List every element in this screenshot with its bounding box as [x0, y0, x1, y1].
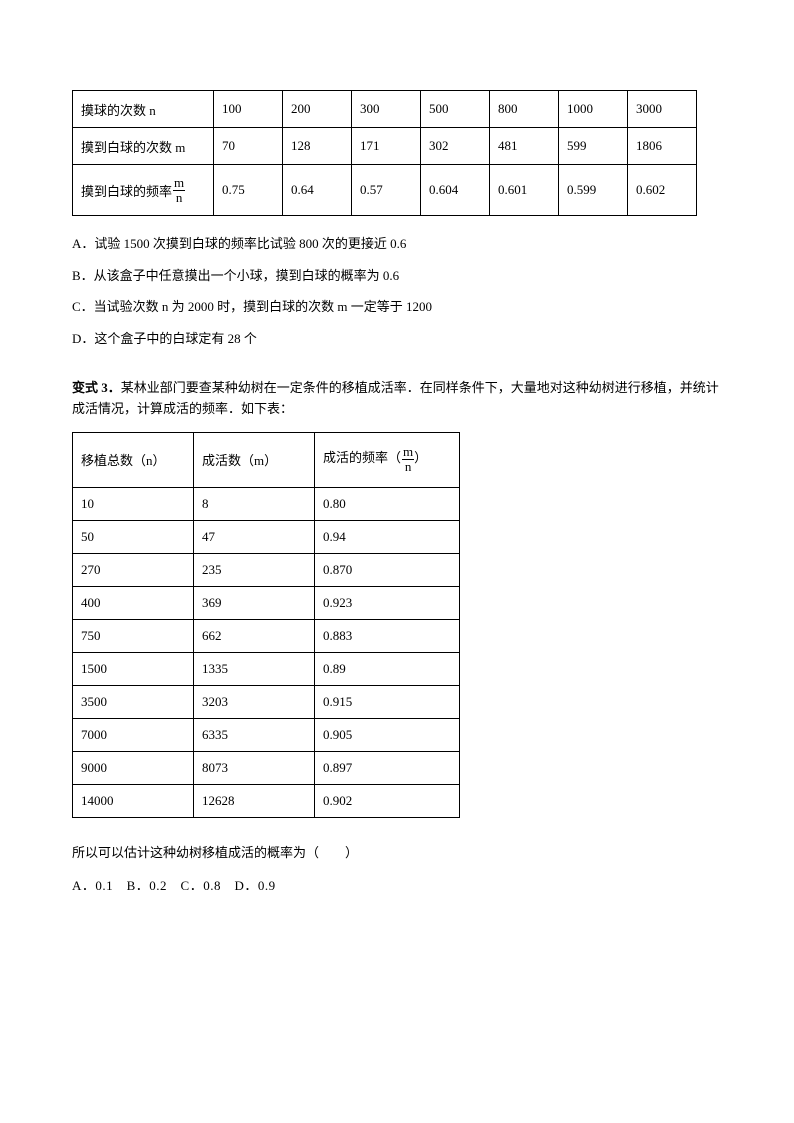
t2-r3-b: 369: [194, 586, 315, 619]
ball-frequency-table: 摸球的次数 n 100 200 300 500 800 1000 3000 摸到…: [72, 90, 697, 216]
option-d: D．这个盒子中的白球定有 28 个: [72, 329, 722, 349]
t1-r3-c6: 0.599: [559, 165, 628, 216]
frac-num: m: [173, 176, 185, 191]
variant3-text: 某林业部门要查某种幼树在一定条件的移植成活率．在同样条件下，大量地对这种幼树进行…: [72, 380, 719, 416]
frac-den: n: [402, 460, 414, 474]
variant3-title: 变式 3．某林业部门要查某种幼树在一定条件的移植成活率．在同样条件下，大量地对这…: [72, 378, 722, 420]
table-row: 9000 8073 0.897: [73, 751, 460, 784]
t1-row1-label: 摸球的次数 n: [73, 91, 214, 128]
t2-r2-c: 0.870: [315, 553, 460, 586]
table-row: 14000 12628 0.902: [73, 784, 460, 817]
t1-row3-label-text: 摸到白球的频率: [81, 181, 172, 200]
t1-r2-c2: 128: [283, 128, 352, 165]
t2-r1-c: 0.94: [315, 520, 460, 553]
t1-r1-c6: 1000: [559, 91, 628, 128]
table-row: 50 47 0.94: [73, 520, 460, 553]
t2-r1-a: 50: [73, 520, 194, 553]
conclusion-text: 所以可以估计这种幼树移植成活的概率为（ ）: [72, 842, 722, 861]
table-row: 400 369 0.923: [73, 586, 460, 619]
t1-r1-c7: 3000: [628, 91, 697, 128]
t1-r2-c7: 1806: [628, 128, 697, 165]
t2-r8-a: 9000: [73, 751, 194, 784]
choices-line: A．0.1 B．0.2 C．0.8 D．0.9: [72, 875, 722, 894]
t2-r7-c: 0.905: [315, 718, 460, 751]
t2-r5-b: 1335: [194, 652, 315, 685]
t2-r6-b: 3203: [194, 685, 315, 718]
t2-r8-c: 0.897: [315, 751, 460, 784]
option-b: B．从该盒子中任意摸出一个小球，摸到白球的概率为 0.6: [72, 266, 722, 286]
t1-r1-c3: 300: [352, 91, 421, 128]
t2-r0-c: 0.80: [315, 487, 460, 520]
table-row: 270 235 0.870: [73, 553, 460, 586]
t2-r2-a: 270: [73, 553, 194, 586]
t1-r2-c1: 70: [214, 128, 283, 165]
frac-den: n: [173, 191, 185, 205]
t1-r1-c2: 200: [283, 91, 352, 128]
t2-r4-b: 662: [194, 619, 315, 652]
t1-r3-c4: 0.604: [421, 165, 490, 216]
t1-r1-c5: 800: [490, 91, 559, 128]
t2-r7-a: 7000: [73, 718, 194, 751]
table-row: 750 662 0.883: [73, 619, 460, 652]
t2-head-a: 移植总数（n）: [73, 432, 194, 487]
option-c: C．当试验次数 n 为 2000 时，摸到白球的次数 m 一定等于 1200: [72, 297, 722, 317]
t1-row2-label: 摸到白球的次数 m: [73, 128, 214, 165]
table-row: 10 8 0.80: [73, 487, 460, 520]
t2-r9-b: 12628: [194, 784, 315, 817]
t2-r9-c: 0.902: [315, 784, 460, 817]
t1-r2-c6: 599: [559, 128, 628, 165]
t2-head-c-suffix: ）: [414, 451, 427, 466]
t2-r8-b: 8073: [194, 751, 315, 784]
fraction-icon: mn: [173, 176, 185, 204]
t2-r3-c: 0.923: [315, 586, 460, 619]
t2-r6-c: 0.915: [315, 685, 460, 718]
t1-r1-c1: 100: [214, 91, 283, 128]
t1-r3-c1: 0.75: [214, 165, 283, 216]
t2-r5-a: 1500: [73, 652, 194, 685]
t2-head-c-prefix: 成活的频率（: [323, 451, 401, 466]
t2-head-c: 成活的频率（mn）: [315, 432, 460, 487]
t2-r5-c: 0.89: [315, 652, 460, 685]
t2-r4-a: 750: [73, 619, 194, 652]
t2-r6-a: 3500: [73, 685, 194, 718]
tree-survival-table: 移植总数（n） 成活数（m） 成活的频率（mn） 10 8 0.80 50 47…: [72, 432, 460, 818]
t1-r3-c7: 0.602: [628, 165, 697, 216]
option-a: A．试验 1500 次摸到白球的频率比试验 800 次的更接近 0.6: [72, 234, 722, 254]
t1-r2-c4: 302: [421, 128, 490, 165]
frac-num: m: [402, 445, 414, 460]
t1-r2-c3: 171: [352, 128, 421, 165]
t1-r3-c5: 0.601: [490, 165, 559, 216]
t1-r3-c2: 0.64: [283, 165, 352, 216]
t1-r3-c3: 0.57: [352, 165, 421, 216]
t2-r9-a: 14000: [73, 784, 194, 817]
t1-r1-c4: 500: [421, 91, 490, 128]
t2-r1-b: 47: [194, 520, 315, 553]
t1-r2-c5: 481: [490, 128, 559, 165]
t2-r0-b: 8: [194, 487, 315, 520]
variant3-label: 变式 3．: [72, 380, 121, 395]
t2-r2-b: 235: [194, 553, 315, 586]
table-row: 7000 6335 0.905: [73, 718, 460, 751]
t2-r3-a: 400: [73, 586, 194, 619]
t2-head-b: 成活数（m）: [194, 432, 315, 487]
table-row: 1500 1335 0.89: [73, 652, 460, 685]
t1-row3-label: 摸到白球的频率mn: [73, 165, 214, 216]
table-row: 3500 3203 0.915: [73, 685, 460, 718]
fraction-icon: mn: [402, 445, 414, 473]
t2-r4-c: 0.883: [315, 619, 460, 652]
t2-r7-b: 6335: [194, 718, 315, 751]
t2-r0-a: 10: [73, 487, 194, 520]
